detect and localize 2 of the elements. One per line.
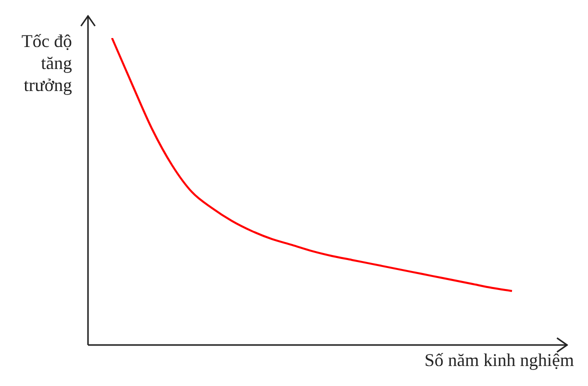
y-axis-title: Tốc độ tăng trưởng [20,30,72,96]
x-axis-title: Số năm kinh nghiệm [424,350,574,371]
